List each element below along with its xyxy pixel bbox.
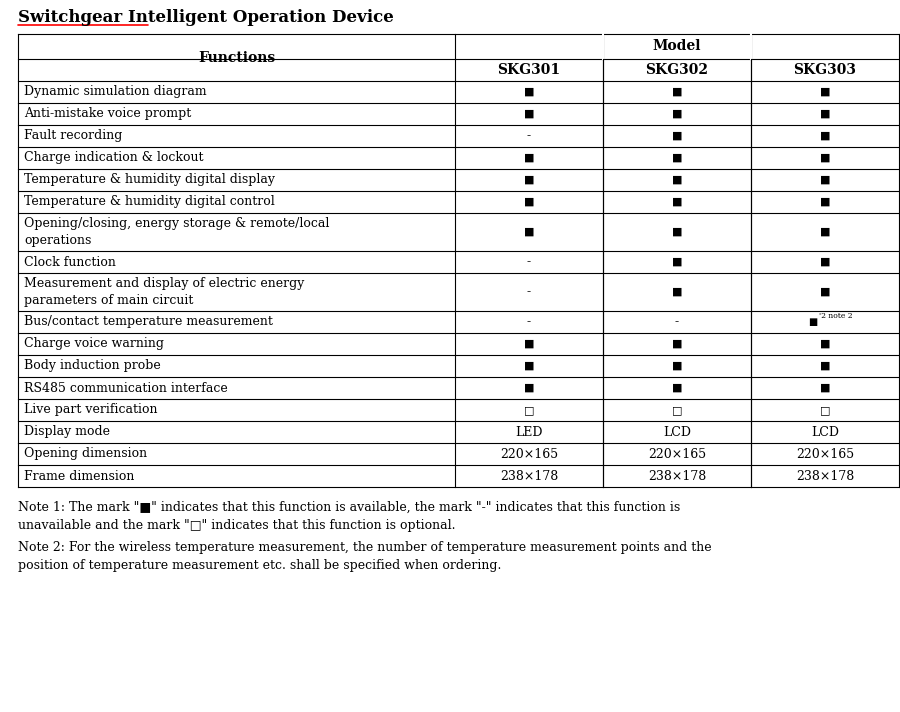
Text: ■: ■ (671, 197, 682, 207)
Text: Note 2: For the wireless temperature measurement, the number of temperature meas: Note 2: For the wireless temperature mea… (18, 541, 712, 554)
Text: Opening dimension: Opening dimension (24, 448, 147, 461)
Text: □: □ (671, 405, 682, 415)
Text: Switchgear Intelligent Operation Device: Switchgear Intelligent Operation Device (18, 9, 394, 26)
Text: ■: ■ (820, 383, 830, 393)
Text: ■: ■ (671, 109, 682, 119)
Text: ■: ■ (808, 318, 817, 327)
Text: ■: ■ (524, 175, 535, 185)
Text: 238×178: 238×178 (796, 469, 854, 483)
Text: -: - (526, 256, 531, 268)
Text: Bus/contact temperature measurement: Bus/contact temperature measurement (24, 315, 273, 328)
Text: ■: ■ (671, 131, 682, 141)
Text: ■: ■ (524, 383, 535, 393)
Text: position of temperature measurement etc. shall be specified when ordering.: position of temperature measurement etc.… (18, 559, 501, 572)
Text: ■: ■ (820, 227, 830, 237)
Text: Charge voice warning: Charge voice warning (24, 337, 164, 350)
Text: Temperature & humidity digital control: Temperature & humidity digital control (24, 196, 274, 209)
Text: ■: ■ (820, 109, 830, 119)
Text: -: - (675, 315, 680, 328)
Text: Measurement and display of electric energy
parameters of main circuit: Measurement and display of electric ener… (24, 277, 304, 307)
Text: SKG302: SKG302 (645, 63, 708, 77)
Text: Note 1: The mark "■" indicates that this function is available, the mark "-" ind: Note 1: The mark "■" indicates that this… (18, 501, 680, 514)
Text: unavailable and the mark "□" indicates that this function is optional.: unavailable and the mark "□" indicates t… (18, 519, 455, 532)
Text: ■: ■ (820, 175, 830, 185)
Text: -: - (526, 130, 531, 142)
Text: LCD: LCD (663, 426, 691, 439)
Text: '2 note 2: '2 note 2 (819, 312, 852, 320)
Text: SKG301: SKG301 (498, 63, 561, 77)
Text: ■: ■ (820, 339, 830, 349)
Text: ■: ■ (671, 383, 682, 393)
Text: 220×165: 220×165 (648, 448, 706, 461)
Text: Charge indication & lockout: Charge indication & lockout (24, 152, 203, 164)
Text: 220×165: 220×165 (500, 448, 558, 461)
Text: Temperature & humidity digital display: Temperature & humidity digital display (24, 174, 275, 187)
Text: SKG303: SKG303 (794, 63, 857, 77)
Text: Body induction probe: Body induction probe (24, 360, 161, 372)
Text: ■: ■ (524, 227, 535, 237)
Text: ■: ■ (820, 153, 830, 163)
Text: Live part verification: Live part verification (24, 404, 158, 417)
Text: Anti-mistake voice prompt: Anti-mistake voice prompt (24, 108, 191, 120)
Text: Frame dimension: Frame dimension (24, 469, 134, 483)
Text: -: - (526, 286, 531, 298)
Text: ■: ■ (820, 131, 830, 141)
Text: LED: LED (515, 426, 543, 439)
Text: ■: ■ (524, 339, 535, 349)
Text: Display mode: Display mode (24, 426, 110, 439)
Text: 238×178: 238×178 (648, 469, 706, 483)
Text: ■: ■ (524, 361, 535, 371)
Text: Opening/closing, energy storage & remote/local
operations: Opening/closing, energy storage & remote… (24, 217, 329, 247)
Text: Functions: Functions (198, 51, 275, 65)
Text: Fault recording: Fault recording (24, 130, 122, 142)
Text: 220×165: 220×165 (796, 448, 854, 461)
Text: RS485 communication interface: RS485 communication interface (24, 382, 228, 394)
Text: ■: ■ (671, 287, 682, 297)
Text: □: □ (820, 405, 830, 415)
Text: ■: ■ (671, 361, 682, 371)
Text: ■: ■ (524, 87, 535, 97)
Text: LCD: LCD (811, 426, 839, 439)
Text: Dynamic simulation diagram: Dynamic simulation diagram (24, 85, 207, 98)
Text: ■: ■ (671, 227, 682, 237)
Text: ■: ■ (671, 175, 682, 185)
Text: ■: ■ (820, 257, 830, 267)
Text: 238×178: 238×178 (500, 469, 558, 483)
Text: ■: ■ (524, 153, 535, 163)
Text: -: - (526, 315, 531, 328)
Text: ■: ■ (671, 87, 682, 97)
Text: ■: ■ (820, 361, 830, 371)
Text: ■: ■ (820, 87, 830, 97)
Text: ■: ■ (524, 197, 535, 207)
Text: Model: Model (652, 39, 701, 53)
Text: ■: ■ (671, 257, 682, 267)
Text: ■: ■ (820, 287, 830, 297)
Text: Clock function: Clock function (24, 256, 116, 268)
Text: ■: ■ (820, 197, 830, 207)
Text: ■: ■ (671, 339, 682, 349)
Text: □: □ (524, 405, 535, 415)
Text: ■: ■ (524, 109, 535, 119)
Text: ■: ■ (671, 153, 682, 163)
